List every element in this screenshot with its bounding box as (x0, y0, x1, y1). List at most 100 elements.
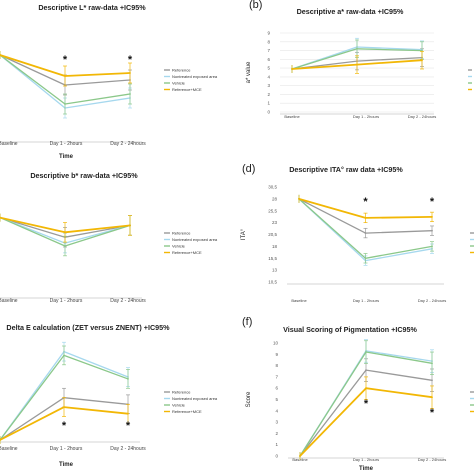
chart-panel-c: Baseline Day 1 - 2hours Day 2 - 24hours Des… (0, 171, 218, 304)
x-tick-label: Day 1 - 2hours (50, 446, 83, 452)
y-tick-label: 5 (275, 397, 278, 402)
y-axis-label: ITA° (241, 228, 247, 240)
data-point (365, 387, 367, 390)
data-point (64, 231, 66, 234)
data-point (365, 369, 367, 372)
significance-star: * (430, 407, 435, 419)
y-tick-label: 3 (267, 83, 270, 88)
data-point (0, 439, 1, 441)
y-axis-label: Score (246, 391, 252, 407)
chart-title: Descriptive b* raw-data +IC95% (30, 171, 138, 180)
x-tick-label: Baseline (292, 457, 308, 462)
y-tick-label: 8 (275, 363, 278, 368)
y-tick-label: 7 (267, 48, 270, 53)
data-point (421, 49, 423, 52)
chart-panel-d: 30,5 28 25,5 23 20,5 18 15,5 13 10,5 Baseline Day … (241, 163, 474, 303)
legend-label: Vehicle (172, 81, 186, 86)
legend-label: Reference+MCE (172, 87, 202, 92)
data-point (356, 47, 358, 50)
y-tick-label: 6 (275, 386, 278, 391)
y-tick-label: 15,5 (268, 256, 277, 261)
panel-label: (f) (242, 316, 252, 328)
y-tick-label: 1 (267, 101, 270, 106)
y-tick-label: 13 (272, 268, 278, 273)
x-axis-label: Time (59, 462, 74, 468)
significance-star: * (128, 54, 133, 66)
x-tick-label: Baseline (291, 298, 307, 303)
data-point (63, 354, 65, 357)
data-point (365, 351, 367, 353)
chart-title: Descriptive ITA° raw data +IC95% (289, 165, 403, 174)
data-point (129, 224, 131, 227)
y-tick-label: 3 (275, 420, 278, 425)
data-point (431, 229, 433, 232)
y-tick-label: 18 (272, 244, 278, 249)
x-tick-label: Day 1 - 2hours (50, 141, 83, 147)
legend-label: Nontreated exposed area (172, 237, 218, 242)
x-axis-label: Time (359, 466, 374, 472)
x-tick-label: Day 1 - 2hours (353, 298, 379, 303)
chart-title: Descriptive a* raw-data +IC95% (297, 7, 404, 16)
x-tick-label: Day 1 - 2hours (50, 298, 83, 304)
x-tick-label: Day 2 - 24hours (418, 457, 446, 462)
legend-label: Nontreated exposed area (172, 74, 218, 79)
x-tick-label: Day 2 - 24hours (418, 298, 446, 303)
panel-label: (d) (242, 163, 255, 175)
y-tick-label: 4 (267, 74, 270, 79)
x-tick-label: Day 1 - 2hours (353, 114, 379, 119)
chart-panel-b: 0 1 2 3 4 5 6 7 8 9 Baseline Day 1 - 2hours Day 2 - … (246, 0, 472, 119)
chart-title: Delta E calculation (ZET versus ZNENT) +… (6, 323, 170, 332)
y-tick-label: 28 (272, 196, 278, 201)
significance-star: * (126, 420, 131, 432)
significance-star: * (62, 420, 67, 432)
data-point (431, 362, 433, 365)
x-axis-label: Time (59, 154, 74, 160)
data-point (64, 75, 66, 77)
data-point (431, 216, 433, 218)
data-point (127, 412, 129, 415)
x-tick-label: Day 2 - 24hours (408, 114, 436, 119)
y-tick-label: 30,5 (268, 185, 277, 190)
y-tick-label: 4 (275, 408, 278, 413)
data-point (129, 72, 131, 74)
legend-label: Reference (172, 231, 191, 236)
data-point (431, 245, 433, 248)
panel-label: (b) (249, 0, 262, 11)
x-tick-label: Day 1 - 2hours (353, 457, 379, 462)
x-tick-label: Baseline (0, 141, 18, 147)
data-point (421, 59, 423, 62)
data-point (298, 197, 300, 200)
x-tick-label: Day 2 - 24hours (110, 298, 146, 304)
chart-panel-f: 0 1 2 3 4 5 6 7 8 9 10 Baseline Day 1 - 2hours Day 2 … (242, 316, 474, 472)
legend-label: Vehicle (172, 403, 186, 408)
data-point (364, 216, 367, 219)
data-point (364, 232, 367, 234)
y-tick-label: 5 (267, 66, 270, 71)
y-tick-label: 0 (275, 454, 278, 459)
y-tick-label: 0 (267, 110, 270, 115)
y-tick-label: 7 (275, 374, 278, 379)
data-point (129, 93, 131, 95)
x-tick-label: Baseline (0, 446, 18, 452)
y-tick-label: 9 (275, 352, 278, 357)
data-point (64, 103, 66, 105)
data-point (364, 257, 367, 260)
data-point (0, 54, 1, 56)
x-tick-label: Baseline (284, 114, 300, 119)
legend-label: Reference+MCE (172, 250, 202, 255)
data-point (431, 396, 433, 399)
legend-label: Reference (172, 68, 191, 73)
y-tick-label: 25,5 (268, 208, 277, 213)
y-tick-label: 9 (267, 31, 270, 36)
y-tick-label: 20,5 (268, 232, 277, 237)
data-point (299, 455, 301, 457)
chart-panel-a: Baseline Day 1 - 2hours Day 2 - 24hours * * D… (0, 3, 218, 160)
data-point (431, 379, 433, 382)
y-tick-label: 1 (275, 442, 278, 447)
data-point (127, 378, 129, 380)
legend-label: Vehicle (172, 244, 186, 249)
chart-title: Visual Scoring of Pigmentation +IC95% (283, 325, 417, 334)
y-tick-label: 2 (267, 92, 270, 97)
significance-star: * (430, 196, 435, 208)
